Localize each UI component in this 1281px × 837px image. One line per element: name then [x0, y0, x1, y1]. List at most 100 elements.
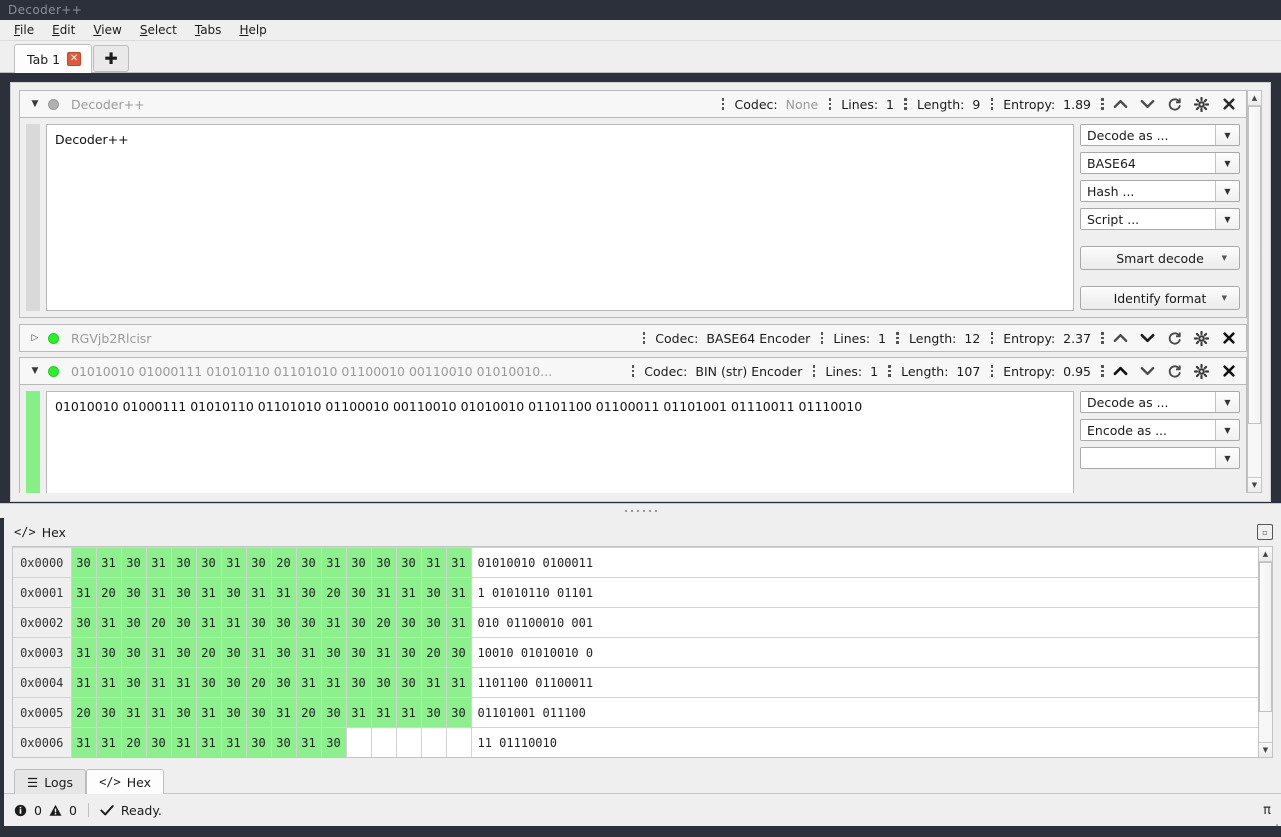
- chevron-down-icon[interactable]: ▼: [1224, 186, 1231, 196]
- pi-icon[interactable]: π: [1263, 802, 1271, 818]
- hex-byte-cell[interactable]: 20: [120, 727, 147, 757]
- hex-byte-cell[interactable]: 31: [195, 697, 222, 728]
- hex-byte-cell[interactable]: 31: [420, 667, 447, 698]
- expand-toggle-icon[interactable]: ▷: [31, 333, 39, 343]
- codec-3-text-input[interactable]: 01010010 01000111 01010110 01101010 0110…: [46, 391, 1074, 493]
- hex-byte-cell[interactable]: 20: [145, 607, 172, 638]
- hex-byte-cell[interactable]: 31: [95, 547, 122, 578]
- hex-byte-cell[interactable]: 30: [420, 607, 447, 638]
- hex-byte-cell[interactable]: 31: [370, 697, 397, 728]
- hex-byte-cell[interactable]: 20: [95, 577, 122, 608]
- hex-byte-cell[interactable]: 20: [70, 697, 97, 728]
- hex-byte-cell[interactable]: 30: [270, 667, 297, 698]
- hex-byte-cell[interactable]: 30: [220, 667, 247, 698]
- scroll-thumb[interactable]: [1248, 106, 1261, 424]
- hex-byte-cell[interactable]: 31: [320, 547, 347, 578]
- move-up-icon[interactable]: [1107, 327, 1134, 349]
- hex-byte-cell[interactable]: 20: [295, 697, 322, 728]
- hex-byte-cell[interactable]: 30: [220, 637, 247, 668]
- drag-grip-icon[interactable]: [885, 361, 894, 381]
- collapse-toggle-icon[interactable]: ▼: [31, 99, 39, 109]
- close-icon[interactable]: [1215, 360, 1242, 382]
- hex-ascii-cell[interactable]: 1 01010110 01101: [470, 577, 1261, 608]
- hex-byte-cell[interactable]: 30: [120, 667, 147, 698]
- table-row[interactable]: 0x0003 31 30 30 31 30 20 30 31 30 31 30 30 31 30 20 30 10…: [13, 637, 1261, 668]
- hex-byte-cell[interactable]: 31: [95, 667, 122, 698]
- move-down-icon[interactable]: [1134, 327, 1161, 349]
- chevron-down-icon[interactable]: ▼: [1224, 158, 1231, 168]
- drag-grip-icon[interactable]: [987, 328, 996, 348]
- tab-hex[interactable]: </> Hex: [86, 769, 165, 794]
- decode-as-combo[interactable]: Decode as ... ▼: [1080, 124, 1240, 146]
- chevron-down-icon[interactable]: ▼: [1221, 294, 1227, 302]
- identify-format-button[interactable]: Identify format ▼: [1080, 286, 1240, 310]
- hex-byte-cell[interactable]: 31: [70, 667, 97, 698]
- tab-1[interactable]: Tab 1 ✕: [14, 44, 93, 73]
- hex-byte-cell[interactable]: 31: [70, 637, 97, 668]
- hex-byte-cell[interactable]: [445, 727, 472, 757]
- hex-byte-cell[interactable]: 30: [295, 577, 322, 608]
- table-row[interactable]: 0x0005 20 30 31 31 30 31 30 30 31 20 30 31 31 31 30 30 0…: [13, 697, 1261, 728]
- hex-byte-cell[interactable]: 30: [120, 547, 147, 578]
- chevron-down-icon[interactable]: ▼: [1224, 214, 1231, 224]
- scroll-track[interactable]: [1248, 106, 1261, 477]
- hex-byte-cell[interactable]: 31: [220, 727, 247, 757]
- drag-grip-icon[interactable]: [1098, 94, 1107, 114]
- hex-byte-cell[interactable]: 30: [345, 547, 372, 578]
- panel-splitter[interactable]: [0, 503, 1281, 518]
- hex-byte-cell[interactable]: [420, 727, 447, 757]
- hex-byte-cell[interactable]: 30: [120, 607, 147, 638]
- hex-byte-cell[interactable]: 30: [195, 547, 222, 578]
- hex-byte-cell[interactable]: 30: [445, 697, 472, 728]
- hex-byte-cell[interactable]: 31: [70, 577, 97, 608]
- hex-byte-cell[interactable]: 31: [295, 727, 322, 757]
- hex-byte-cell[interactable]: [370, 727, 397, 757]
- script-combo[interactable]: Script ... ▼: [1080, 208, 1240, 230]
- hex-byte-cell[interactable]: 30: [120, 577, 147, 608]
- drag-grip-icon[interactable]: [893, 328, 902, 348]
- hex-byte-cell[interactable]: 30: [270, 727, 297, 757]
- hex-byte-cell[interactable]: [345, 727, 372, 757]
- table-row[interactable]: 0x0000 30 31 30 31 30 30 31 30 20 30 31 30 30 30 31 31 01…: [13, 547, 1261, 578]
- hex-byte-cell[interactable]: 31: [445, 607, 472, 638]
- move-down-icon[interactable]: [1134, 93, 1161, 115]
- scroll-down-icon[interactable]: ▼: [1248, 477, 1261, 492]
- popout-icon[interactable]: ▫: [1257, 524, 1273, 540]
- hex-byte-cell[interactable]: 30: [70, 547, 97, 578]
- hex-byte-cell[interactable]: 30: [170, 637, 197, 668]
- hex-byte-cell[interactable]: 31: [345, 697, 372, 728]
- hex-byte-cell[interactable]: 20: [420, 637, 447, 668]
- hex-ascii-cell[interactable]: 010 01100010 001: [470, 607, 1261, 638]
- hex-byte-cell[interactable]: 31: [220, 607, 247, 638]
- hex-byte-cell[interactable]: 31: [95, 607, 122, 638]
- menu-edit[interactable]: Edit: [52, 23, 76, 37]
- hex-byte-cell[interactable]: 30: [270, 637, 297, 668]
- table-row[interactable]: 0x0002 30 31 30 20 30 31 31 30 30 30 31 30 20 30 30 31 01…: [13, 607, 1261, 638]
- table-row[interactable]: 0x0006 31 31 20 30 31 31 31 30 30 31 30 11 01110010: [13, 727, 1261, 757]
- hex-byte-cell[interactable]: 31: [395, 697, 422, 728]
- gear-icon[interactable]: [1188, 360, 1215, 382]
- hex-byte-cell[interactable]: 30: [95, 697, 122, 728]
- move-up-icon[interactable]: [1107, 93, 1134, 115]
- hex-byte-cell[interactable]: 31: [270, 697, 297, 728]
- hex-byte-cell[interactable]: 30: [395, 547, 422, 578]
- codec-area-scrollbar[interactable]: ▲ ▼: [1247, 90, 1262, 493]
- refresh-icon[interactable]: [1161, 93, 1188, 115]
- smart-decode-button[interactable]: Smart decode ▼: [1080, 246, 1240, 270]
- hex-byte-cell[interactable]: 31: [145, 577, 172, 608]
- codec-1-text-input[interactable]: Decoder++: [46, 124, 1074, 311]
- hex-byte-cell[interactable]: 30: [295, 607, 322, 638]
- hex-byte-cell[interactable]: 31: [320, 667, 347, 698]
- hex-byte-cell[interactable]: 31: [370, 577, 397, 608]
- hex-byte-cell[interactable]: 31: [270, 577, 297, 608]
- hex-byte-cell[interactable]: 30: [445, 637, 472, 668]
- hex-byte-cell[interactable]: 31: [120, 697, 147, 728]
- hex-byte-cell[interactable]: 31: [195, 727, 222, 757]
- drag-grip-icon[interactable]: [825, 94, 834, 114]
- hex-byte-cell[interactable]: 30: [395, 637, 422, 668]
- hex-byte-cell[interactable]: 30: [170, 697, 197, 728]
- hex-byte-cell[interactable]: 31: [145, 547, 172, 578]
- hex-byte-cell[interactable]: 30: [320, 697, 347, 728]
- refresh-icon[interactable]: [1161, 327, 1188, 349]
- hash-combo[interactable]: ▼: [1080, 447, 1240, 469]
